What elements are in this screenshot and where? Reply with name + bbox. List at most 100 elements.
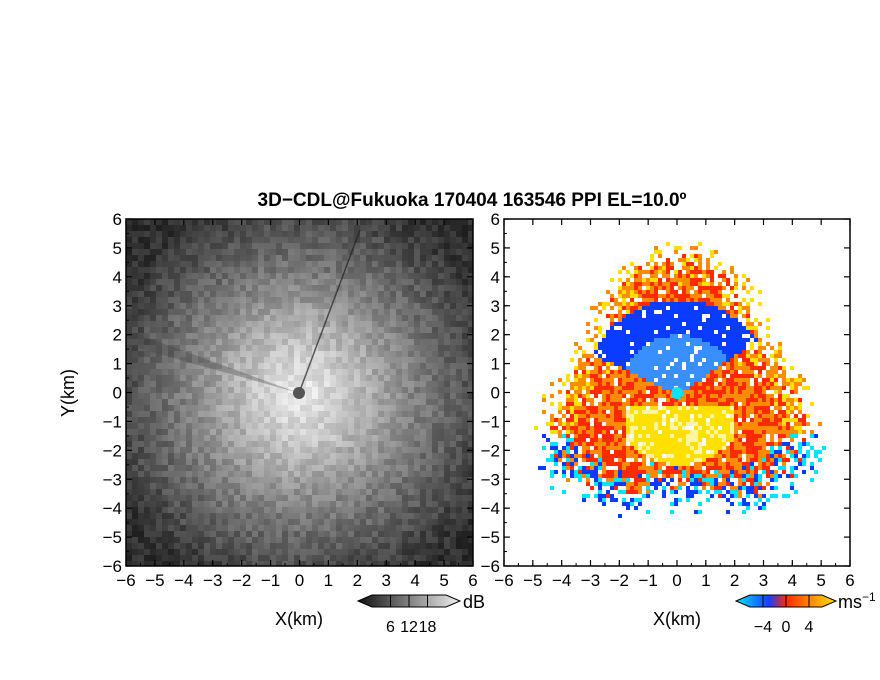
- reflectivity-cell: [234, 303, 240, 309]
- reflectivity-cell: [402, 339, 408, 345]
- velocity-cell: [650, 254, 654, 258]
- reflectivity-cell: [396, 309, 402, 315]
- velocity-cell: [686, 346, 690, 350]
- reflectivity-cell: [390, 465, 396, 471]
- reflectivity-cell: [312, 393, 318, 399]
- velocity-cell: [682, 358, 686, 362]
- velocity-cell: [674, 382, 678, 386]
- reflectivity-cell: [258, 345, 264, 351]
- velocity-cell: [774, 366, 778, 370]
- reflectivity-cell: [252, 327, 258, 333]
- velocity-cell: [742, 378, 746, 382]
- reflectivity-cell: [168, 489, 174, 495]
- reflectivity-cell: [282, 477, 288, 483]
- velocity-cell: [586, 386, 590, 390]
- reflectivity-cell: [426, 267, 432, 273]
- reflectivity-cell: [192, 285, 198, 291]
- velocity-cell: [726, 370, 730, 374]
- reflectivity-cell: [366, 315, 372, 321]
- velocity-cell: [770, 346, 774, 350]
- reflectivity-cell: [234, 351, 240, 357]
- reflectivity-cell: [198, 273, 204, 279]
- velocity-cell: [730, 314, 734, 318]
- reflectivity-cell: [186, 561, 192, 566]
- reflectivity-cell: [228, 369, 234, 375]
- reflectivity-cell: [312, 525, 318, 531]
- reflectivity-cell: [336, 441, 342, 447]
- reflectivity-cell: [384, 255, 390, 261]
- velocity-cell: [658, 314, 662, 318]
- velocity-cell: [750, 402, 754, 406]
- reflectivity-cell: [144, 399, 150, 405]
- reflectivity-cell: [156, 285, 162, 291]
- reflectivity-cell: [372, 231, 378, 237]
- reflectivity-cell: [384, 561, 390, 566]
- reflectivity-cell: [228, 219, 234, 225]
- reflectivity-cell: [306, 351, 312, 357]
- reflectivity-cell: [234, 411, 240, 417]
- reflectivity-cell: [288, 297, 294, 303]
- reflectivity-cell: [468, 417, 473, 423]
- velocity-cell: [706, 374, 710, 378]
- reflectivity-cell: [252, 429, 258, 435]
- reflectivity-cell: [144, 267, 150, 273]
- reflectivity-cell: [438, 351, 444, 357]
- reflectivity-cell: [354, 447, 360, 453]
- velocity-cell: [742, 386, 746, 390]
- velocity-cell: [770, 402, 774, 406]
- reflectivity-cell: [342, 453, 348, 459]
- reflectivity-cell: [444, 291, 450, 297]
- velocity-cell: [674, 310, 678, 314]
- reflectivity-cell: [246, 393, 252, 399]
- reflectivity-cell: [228, 237, 234, 243]
- reflectivity-cell: [342, 303, 348, 309]
- velocity-cell: [698, 334, 702, 338]
- velocity-cell: [738, 322, 742, 326]
- reflectivity-cell: [294, 453, 300, 459]
- reflectivity-cell: [312, 399, 318, 405]
- reflectivity-cell: [468, 249, 473, 255]
- reflectivity-cell: [300, 441, 306, 447]
- reflectivity-cell: [348, 273, 354, 279]
- reflectivity-cell: [168, 411, 174, 417]
- velocity-cell: [774, 406, 778, 410]
- velocity-cell: [734, 362, 738, 366]
- velocity-cell: [702, 338, 706, 342]
- reflectivity-cell: [276, 537, 282, 543]
- reflectivity-cell: [294, 303, 300, 309]
- velocity-cell: [614, 330, 618, 334]
- reflectivity-cell: [402, 345, 408, 351]
- reflectivity-cell: [420, 453, 426, 459]
- reflectivity-cell: [288, 513, 294, 519]
- reflectivity-cell: [444, 381, 450, 387]
- reflectivity-cell: [312, 297, 318, 303]
- reflectivity-cell: [240, 447, 246, 453]
- reflectivity-cell: [342, 561, 348, 566]
- reflectivity-cell: [300, 405, 306, 411]
- reflectivity-cell: [336, 543, 342, 549]
- reflectivity-cell: [306, 297, 312, 303]
- reflectivity-cell: [252, 387, 258, 393]
- reflectivity-cell: [138, 279, 144, 285]
- reflectivity-cell: [408, 477, 414, 483]
- reflectivity-cell: [432, 303, 438, 309]
- reflectivity-cell: [426, 447, 432, 453]
- velocity-cell: [618, 378, 622, 382]
- reflectivity-cell: [414, 411, 420, 417]
- reflectivity-cell: [312, 447, 318, 453]
- reflectivity-cell: [312, 561, 318, 566]
- reflectivity-cell: [300, 459, 306, 465]
- reflectivity-cell: [462, 513, 468, 519]
- reflectivity-cell: [444, 309, 450, 315]
- reflectivity-cell: [216, 243, 222, 249]
- velocity-cell: [678, 270, 682, 274]
- velocity-cell: [622, 306, 626, 310]
- reflectivity-cell: [294, 513, 300, 519]
- reflectivity-cell: [282, 351, 288, 357]
- reflectivity-cell: [342, 291, 348, 297]
- reflectivity-cell: [186, 357, 192, 363]
- reflectivity-cell: [378, 501, 384, 507]
- reflectivity-cell: [270, 267, 276, 273]
- reflectivity-cell: [468, 381, 473, 387]
- reflectivity-cell: [126, 363, 132, 369]
